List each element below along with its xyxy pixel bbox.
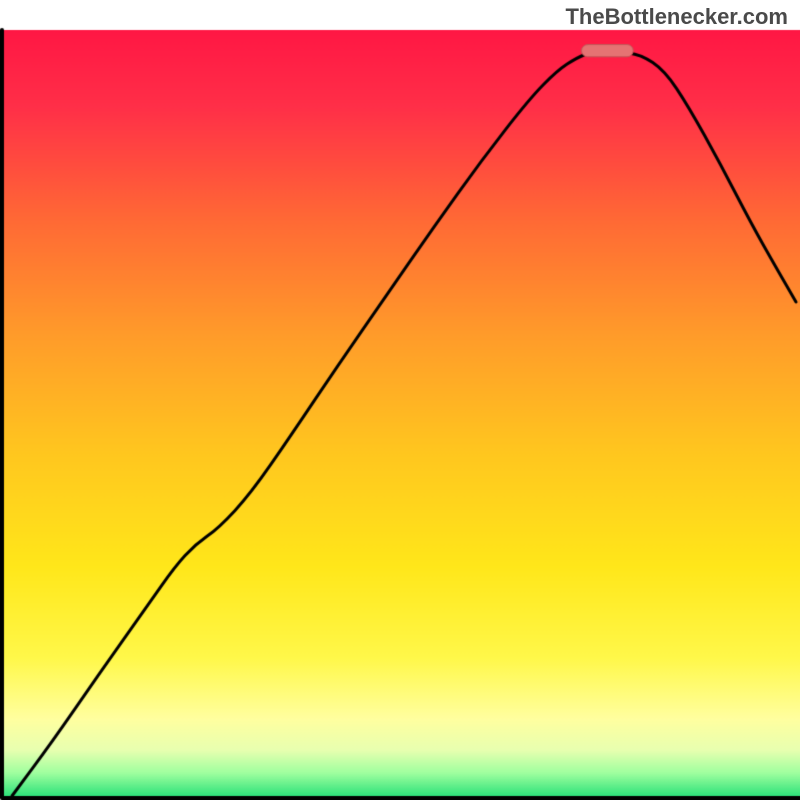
chart-container: TheBottlenecker.com (0, 0, 800, 800)
chart-canvas (0, 0, 800, 800)
